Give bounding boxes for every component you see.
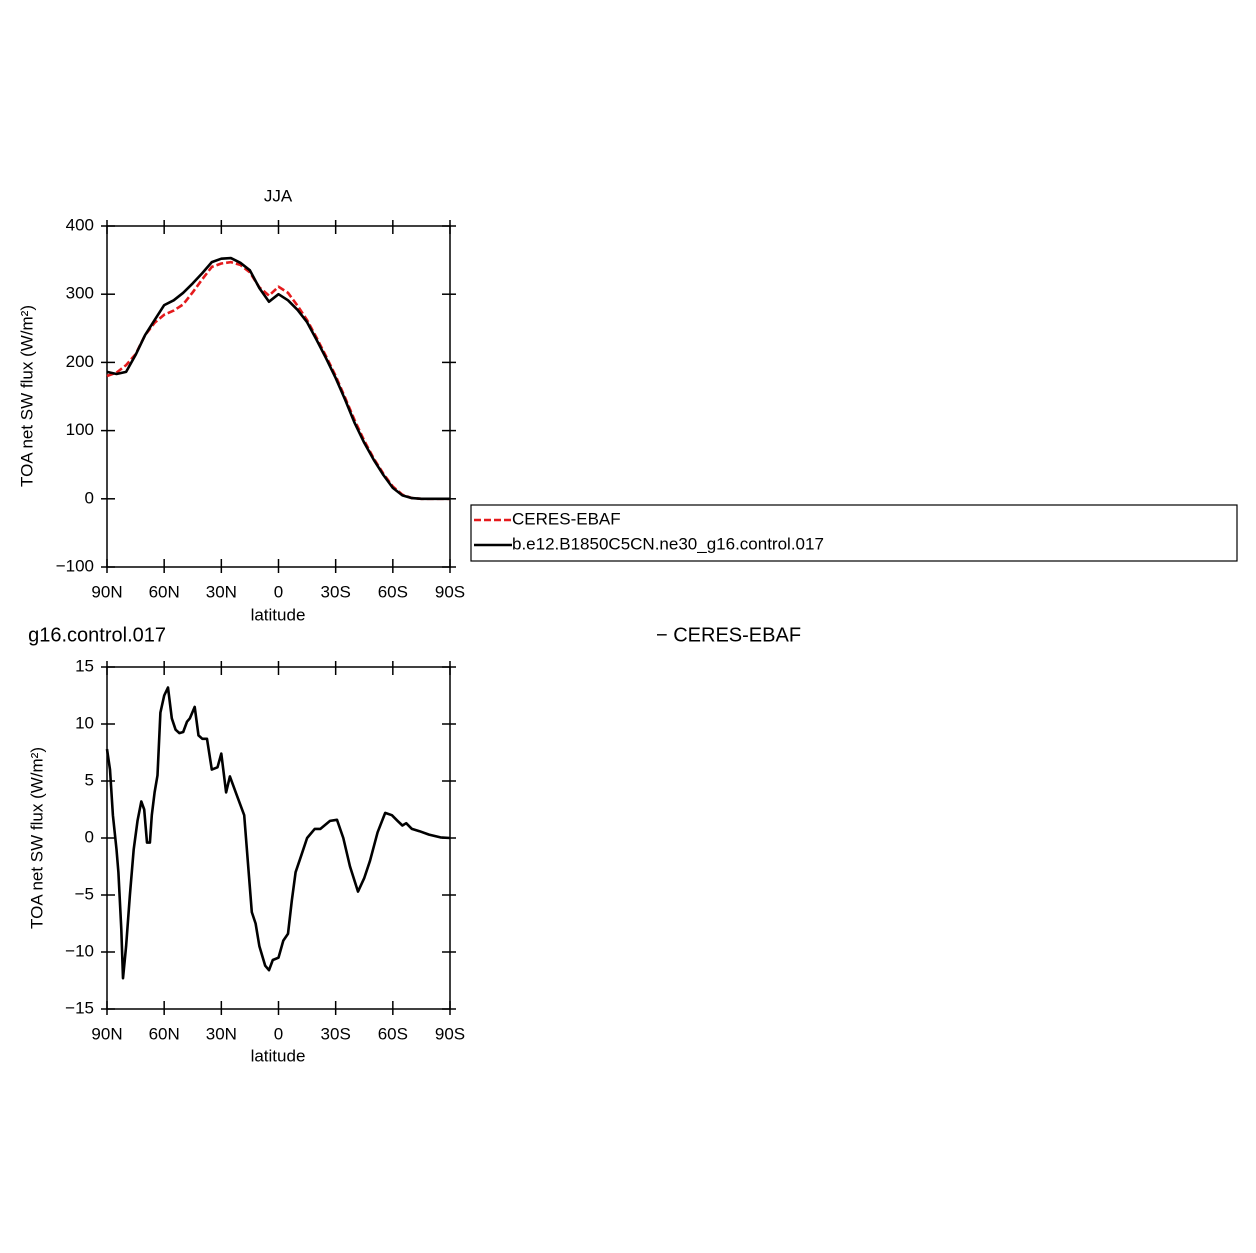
y-tick-label: −5 [75,884,94,903]
y-tick-label: 200 [66,352,94,371]
series-line [106,256,450,501]
y-tick-label: 100 [66,420,94,439]
chart-title-left: g16.control.017 [28,624,166,646]
x-tick-label: 90N [91,1024,122,1043]
plot-frame [106,225,451,568]
x-tick-label: 60N [149,582,180,601]
y-axis-label: TOA net SW flux (W/m²) [27,747,46,929]
series-line [106,260,450,501]
x-tick-label: 60S [378,582,408,601]
y-tick-label: −100 [56,556,94,575]
x-axis-label: latitude [251,1046,306,1065]
x-tick-label: 90S [435,1024,465,1043]
chart-title-right: − CERES-EBAF [656,624,801,646]
legend-box [470,504,1238,562]
y-tick-label: −15 [65,998,94,1017]
x-tick-label: 0 [274,582,283,601]
x-axis-label: latitude [251,605,306,624]
y-tick-label: 0 [85,488,94,507]
x-tick-label: 30N [206,1024,237,1043]
x-tick-label: 90S [435,582,465,601]
y-tick-label: 0 [85,827,94,846]
chart-title: JJA [264,186,293,205]
x-tick-label: 90N [91,582,122,601]
y-tick-label: 300 [66,284,94,303]
y-tick-label: 400 [66,215,94,234]
y-tick-label: 5 [85,770,94,789]
y-tick-label: 15 [75,656,94,675]
x-tick-label: 60N [149,1024,180,1043]
x-tick-label: 30S [321,582,351,601]
legend-label: b.e12.B1850C5CN.ne30_g16.control.017 [512,534,824,553]
y-axis-label: TOA net SW flux (W/m²) [17,305,36,487]
y-tick-label: 10 [75,713,94,732]
legend-label: CERES-EBAF [512,509,621,528]
x-tick-label: 30S [321,1024,351,1043]
x-tick-label: 30N [206,582,237,601]
x-tick-label: 60S [378,1024,408,1043]
y-tick-label: −10 [65,941,94,960]
series-line [105,686,451,980]
x-tick-label: 0 [274,1024,283,1043]
